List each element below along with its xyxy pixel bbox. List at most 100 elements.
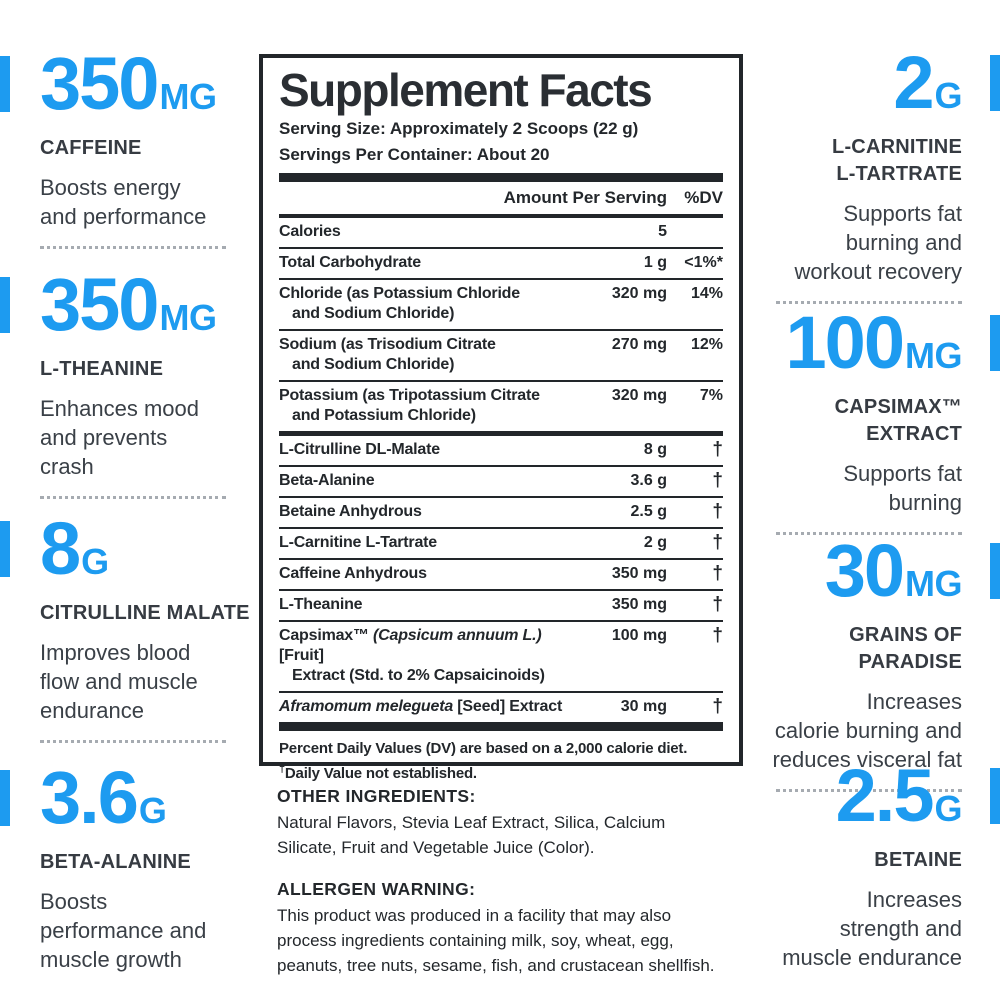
callout-name: L-CARNITINE L-TARTRATE (832, 136, 962, 185)
callout-citrulline-malate: 8G CITRULLINE MALATE Improves blood flow… (0, 512, 258, 743)
callout-description: Enhances mood and prevents crash (40, 396, 199, 479)
table-row-beta-alanine: Beta-Alanine 3.6 g † (279, 465, 723, 496)
table-row-l-theanine: L-Theanine 350 mg † (279, 589, 723, 620)
table-row-sodium: Sodium (as Trisodium Citrate and Sodium C… (279, 329, 723, 380)
dotted-divider (40, 496, 226, 499)
callout-description: Improves blood flow and muscle endurance (40, 640, 198, 723)
table-row-aframomum-melegueta: Aframomum melegueta [Seed] Extract 30 mg… (279, 691, 723, 722)
dotted-divider (40, 246, 226, 249)
table-row-capsimax-extract: Capsimax™ (Capsicum annuum L.) [Fruit] Ex… (279, 620, 723, 691)
callout-name: L-THEANINE (40, 358, 164, 380)
callout-amount: 350MG (40, 42, 217, 125)
supplement-facts-panel: Supplement Facts Serving Size: Approxima… (259, 54, 743, 782)
row-name: Beta-Alanine (279, 472, 375, 489)
row-dv: 14% (690, 285, 723, 302)
callout-name: CAFFEINE (40, 137, 142, 159)
callout-l-theanine: 350MG L-THEANINE Enhances mood and preve… (0, 263, 258, 499)
row-amount: 30 mg (620, 698, 667, 715)
callout-amount: 350MG (40, 263, 217, 346)
row-name: L-Carnitine L-Tartrate (279, 534, 437, 551)
accent-bar (990, 315, 1000, 371)
column-dv: %DV (684, 188, 723, 207)
callout-amount: 30MG (824, 529, 963, 612)
dotted-divider (776, 301, 962, 304)
row-amount: 2 g (643, 534, 667, 551)
thick-rule (279, 173, 723, 182)
row-dv-dagger: † (712, 563, 723, 584)
row-dv-dagger: † (712, 696, 723, 717)
row-amount: 270 mg (611, 336, 667, 353)
callout-amount: 3.6G (40, 756, 167, 839)
table-row-betaine-anhydrous: Betaine Anhydrous 2.5 g † (279, 496, 723, 527)
accent-bar (990, 543, 1000, 599)
row-name: Chloride (as Potassium Chloride and Sodiu… (279, 285, 520, 322)
table-row-caffeine-anhydrous: Caffeine Anhydrous 350 mg † (279, 558, 723, 589)
footnote-line2: †Daily Value not established. (279, 763, 477, 782)
table-row-l-citrulline-dl-malate: L-Citrulline DL-Malate 8 g † (279, 431, 723, 465)
row-amount: 350 mg (611, 596, 667, 613)
accent-bar (0, 770, 10, 826)
callout-description: Increases calorie burning and reduces vi… (772, 689, 962, 772)
callout-description: Supports fat burning (843, 461, 962, 515)
accent-bar (0, 56, 10, 112)
row-name: L-Theanine (279, 596, 363, 613)
dotted-divider (40, 740, 226, 743)
row-name: Aframomum melegueta [Seed] Extract (279, 698, 563, 715)
row-name: Sodium (as Trisodium Citrate and Sodium C… (279, 336, 496, 373)
callout-name: CAPSIMAX™ EXTRACT (834, 396, 962, 445)
callout-betaine: 2.5G BETAINE Increases strength and musc… (742, 754, 1000, 972)
footnote: Percent Daily Values (DV) are based on a… (279, 731, 723, 784)
table-row-total-carbohydrate: Total Carbohydrate 1 g <1%* (279, 247, 723, 278)
row-dv-dagger: † (712, 594, 723, 615)
callout-unit: MG (159, 297, 217, 338)
row-dv: 12% (690, 336, 723, 353)
facts-title: Supplement Facts (279, 64, 653, 116)
accent-bar (990, 55, 1000, 111)
callout-unit: MG (905, 335, 963, 376)
row-dv-dagger: † (712, 532, 723, 553)
callout-name: GRAINS OF PARADISE (849, 624, 962, 673)
callout-description: Increases strength and muscle endurance (782, 887, 962, 970)
row-dv-dagger: † (712, 501, 723, 522)
table-row-l-carnitine-l-tartrate: L-Carnitine L-Tartrate 2 g † (279, 527, 723, 558)
callout-unit: MG (905, 563, 963, 604)
column-amount-per-serving: Amount Per Serving (503, 188, 667, 207)
row-amount: 3.6 g (630, 472, 667, 489)
row-name: Caffeine Anhydrous (279, 565, 427, 582)
callout-name: CITRULLINE MALATE (40, 602, 250, 624)
callout-beta-alanine: 3.6G BETA-ALANINE Boosts performance and… (0, 756, 258, 974)
row-amount: 8 g (643, 441, 667, 458)
callout-unit: G (934, 788, 962, 829)
table-row-chloride: Chloride (as Potassium Chloride and Sodiu… (279, 278, 723, 329)
row-dv: <1%* (684, 254, 723, 271)
callout-l-carnitine-l-tartrate: 2G L-CARNITINE L-TARTRATE Supports fat b… (742, 41, 1000, 304)
callout-amount: 2G (893, 41, 962, 124)
row-amount: 100 mg (611, 627, 667, 644)
callout-description: Supports fat burning and workout recover… (794, 201, 962, 284)
callout-unit: G (81, 541, 109, 582)
row-name: Calories (279, 223, 341, 240)
table-row-calories: Calories 5 (279, 218, 723, 247)
other-ingredients-heading: OTHER INGREDIENTS: (277, 786, 476, 806)
row-name: Betaine Anhydrous (279, 503, 422, 520)
callout-amount: 2.5G (835, 754, 963, 837)
thick-rule (279, 722, 723, 731)
callout-amount: 100MG (785, 301, 963, 384)
row-amount: 5 (658, 223, 667, 240)
callout-name: BETA-ALANINE (40, 851, 191, 873)
row-dv: 7% (699, 387, 723, 404)
row-amount: 350 mg (611, 565, 667, 582)
row-amount: 2.5 g (630, 503, 667, 520)
medium-rule (279, 214, 723, 218)
callout-grains-of-paradise: 30MG GRAINS OF PARADISE Increases calori… (742, 529, 1000, 792)
other-ingredients-body: Natural Flavors, Stevia Leaf Extract, Si… (277, 813, 666, 857)
row-name: Capsimax™ (Capsicum annuum L.) [Fruit] Ex… (279, 627, 545, 684)
table-row-potassium: Potassium (as Tripotassium Citrate and Po… (279, 380, 723, 431)
callout-description: Boosts energy and performance (40, 175, 207, 229)
serving-size: Serving Size: Approximately 2 Scoops (22… (279, 119, 639, 138)
footnote-line1: Percent Daily Values (DV) are based on a… (279, 740, 688, 757)
row-amount: 320 mg (611, 285, 667, 302)
table-header: Amount Per Serving %DV (279, 182, 723, 214)
callout-caffeine: 350MG CAFFEINE Boosts energy and perform… (0, 42, 258, 249)
callout-unit: G (934, 75, 962, 116)
